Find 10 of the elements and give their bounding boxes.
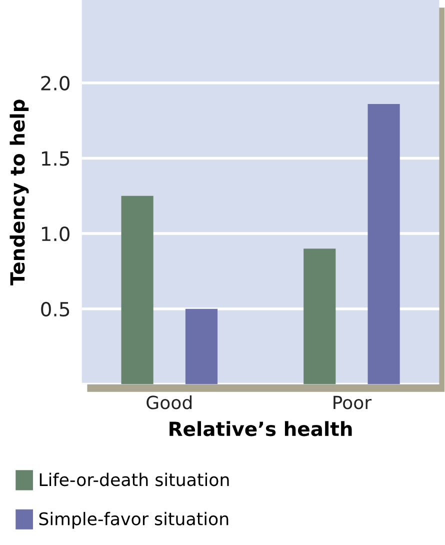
y-tick-label: 0.5 xyxy=(41,302,70,317)
legend-label: Simple-favor situation xyxy=(39,512,228,529)
x-tick-label: Poor xyxy=(334,396,372,410)
x-tick-label: Good xyxy=(146,395,192,410)
y-axis-title: Tendency to help xyxy=(10,100,29,286)
x-axis-title: Relative’s health xyxy=(170,421,352,436)
y-tick-label: 1.5 xyxy=(42,151,70,166)
y-tick-label: 2.0 xyxy=(41,76,70,91)
y-tick-label: 1.0 xyxy=(42,226,70,242)
legend-label: Life-or-death situation xyxy=(40,472,229,486)
